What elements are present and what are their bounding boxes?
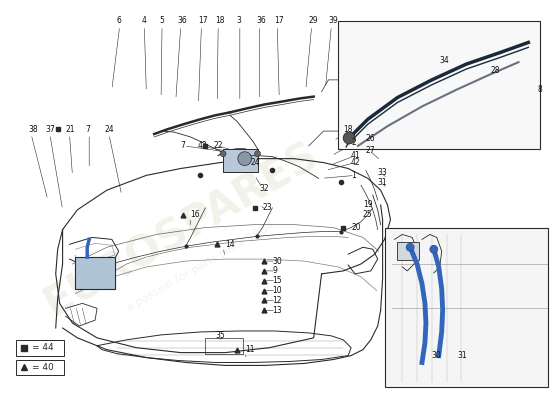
Bar <box>223 149 257 172</box>
Text: 6: 6 <box>117 16 122 25</box>
Text: 27: 27 <box>366 146 376 155</box>
Text: 29: 29 <box>309 16 318 25</box>
Text: 7: 7 <box>181 141 186 150</box>
Text: 1: 1 <box>351 171 356 180</box>
Circle shape <box>238 152 252 166</box>
Text: 41: 41 <box>351 151 361 160</box>
Text: 24: 24 <box>251 158 260 167</box>
Text: 31: 31 <box>378 178 387 187</box>
Text: 43: 43 <box>197 141 207 150</box>
Bar <box>205 338 243 354</box>
Text: 18: 18 <box>215 16 225 25</box>
Text: 15: 15 <box>272 276 282 285</box>
Bar <box>16 340 64 356</box>
Text: 30: 30 <box>432 351 442 360</box>
Text: 10: 10 <box>272 286 282 295</box>
Text: 24: 24 <box>105 125 114 134</box>
Text: 33: 33 <box>378 168 387 177</box>
Text: 4: 4 <box>141 16 146 25</box>
Text: 11: 11 <box>245 345 254 354</box>
Text: 37: 37 <box>46 125 56 134</box>
Text: 34: 34 <box>439 56 449 65</box>
Text: 25: 25 <box>363 210 372 219</box>
Text: 17: 17 <box>274 16 284 25</box>
Text: 5: 5 <box>159 16 164 25</box>
Bar <box>75 257 115 289</box>
Text: 36: 36 <box>257 16 266 25</box>
Text: 38: 38 <box>28 125 38 134</box>
Bar <box>384 228 548 387</box>
Text: 26: 26 <box>366 134 376 144</box>
Text: 39: 39 <box>328 16 338 25</box>
Text: 22: 22 <box>213 141 223 150</box>
Text: 18: 18 <box>343 125 353 134</box>
Text: 21: 21 <box>65 125 75 134</box>
Text: 13: 13 <box>272 306 282 315</box>
Text: 20: 20 <box>351 223 361 232</box>
Text: = 40: = 40 <box>32 363 54 372</box>
Text: 28: 28 <box>491 66 501 74</box>
Text: 14: 14 <box>225 240 235 249</box>
Text: 8: 8 <box>537 85 542 94</box>
Circle shape <box>255 151 261 157</box>
Text: 42: 42 <box>351 158 361 167</box>
Text: 9: 9 <box>272 266 277 275</box>
Bar <box>338 21 540 149</box>
Text: 30: 30 <box>272 256 282 266</box>
Text: 23: 23 <box>262 203 272 212</box>
Text: EUROSPARES: EUROSPARES <box>36 134 326 325</box>
Circle shape <box>406 243 414 251</box>
Text: 7: 7 <box>85 125 90 134</box>
Text: 19: 19 <box>363 200 372 210</box>
Text: 17: 17 <box>199 16 208 25</box>
Text: 2: 2 <box>351 138 356 147</box>
Circle shape <box>343 132 355 144</box>
Text: 16: 16 <box>191 210 200 219</box>
Bar <box>16 360 64 375</box>
Text: 35: 35 <box>215 331 225 340</box>
Text: a passion for parts since 1984: a passion for parts since 1984 <box>125 220 276 313</box>
Text: 31: 31 <box>458 351 467 360</box>
Circle shape <box>220 151 226 157</box>
Text: 32: 32 <box>260 184 269 193</box>
Circle shape <box>430 245 438 253</box>
Text: = 44: = 44 <box>32 343 54 352</box>
Bar <box>398 242 419 260</box>
Text: 12: 12 <box>272 296 282 305</box>
Text: 3: 3 <box>237 16 242 25</box>
Text: 36: 36 <box>178 16 188 25</box>
